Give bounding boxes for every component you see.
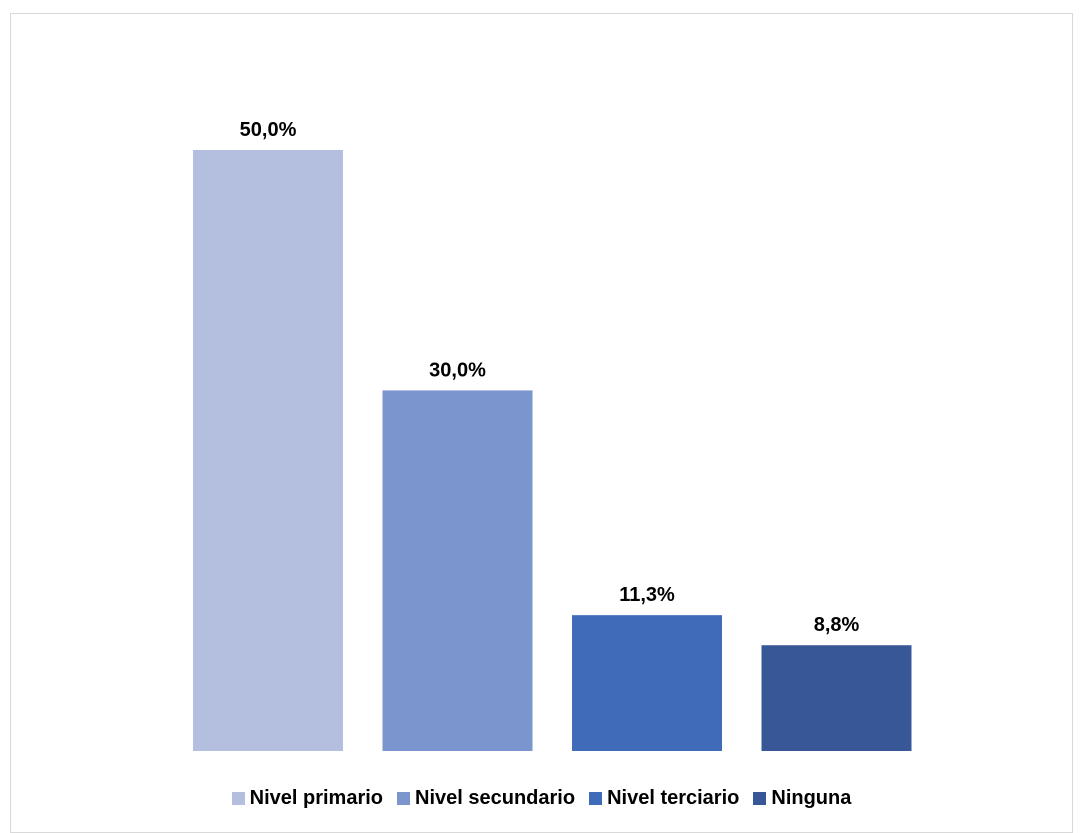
legend-item-nivel-primario: Nivel primario [231,787,384,810]
legend-label: Nivel secundario [415,787,576,809]
legend-label: Nivel terciario [607,787,740,809]
legend-swatch [589,792,603,805]
data-label: 30,0% [429,359,486,381]
legend-swatch [753,792,767,805]
bar-ninguna [761,645,912,751]
chart-legend: Nivel primario Nivel secundario Nivel te… [0,787,1083,810]
data-label: 50,0% [240,119,297,141]
bar-nivel-terciario [572,615,722,751]
legend-swatch [231,792,245,805]
legend-label: Nivel primario [249,787,384,809]
data-label: 8,8% [814,614,860,636]
legend-item-nivel-terciario: Nivel terciario [589,787,739,810]
legend-item-ninguna: Ninguna [753,787,851,810]
bar-nivel-primario [193,150,343,751]
bar-nivel-secundario [382,390,533,751]
legend-label: Ninguna [771,787,852,809]
legend-swatch [397,792,411,805]
legend-item-nivel-secundario: Nivel secundario [397,787,575,810]
data-label: 11,3% [619,584,675,606]
